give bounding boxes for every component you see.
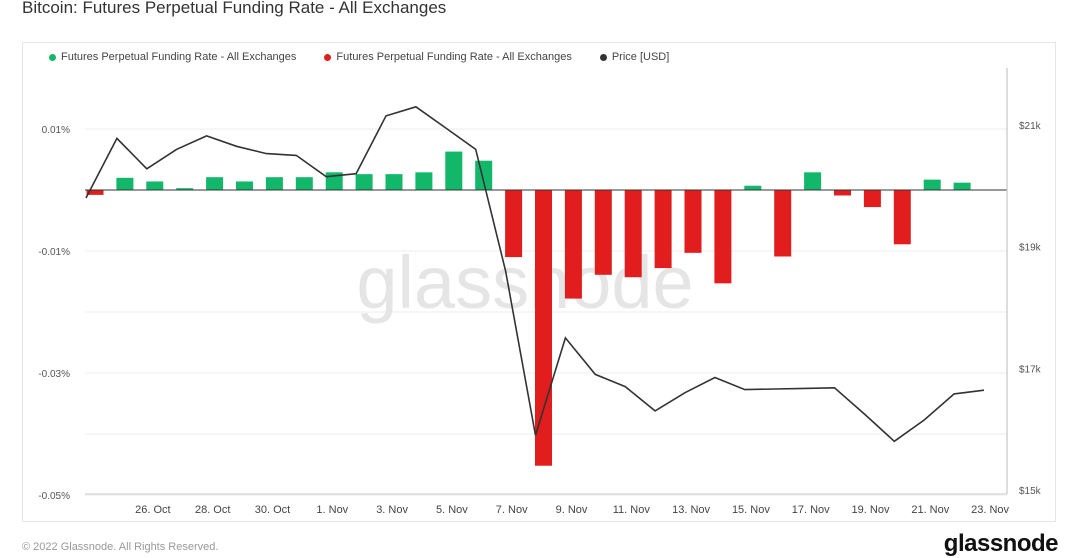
bar-positive [953, 182, 971, 190]
bar-negative [654, 190, 672, 269]
right-tick-label: $15k [1019, 486, 1042, 497]
x-tick-label: 3. Nov [376, 504, 408, 516]
bar-negative [86, 190, 104, 195]
x-tick-label: 28. Oct [195, 504, 230, 516]
left-tick-label: 0.01% [42, 125, 70, 136]
chart-legend: Futures Perpetual Funding Rate - All Exc… [49, 51, 669, 63]
x-tick-label: 23. Nov [971, 504, 1009, 516]
price-line [85, 105, 985, 443]
x-tick-label: 7. Nov [496, 504, 528, 516]
bar-negative [893, 190, 911, 245]
x-tick-label: 13. Nov [672, 504, 710, 516]
right-axis-ticks: $21k $19k $17k $15k [1019, 121, 1042, 497]
bar-positive [804, 172, 822, 190]
bar-positive [176, 188, 194, 190]
left-tick-label: -0.01% [38, 247, 70, 258]
bar-positive [923, 179, 941, 190]
legend-dot-red [324, 53, 332, 61]
x-tick-label: 21. Nov [911, 504, 949, 516]
bar-positive [475, 160, 493, 190]
legend-dot-black [599, 53, 607, 61]
bar-positive [265, 177, 283, 190]
legend-item-price[interactable]: Price [USD] [599, 51, 670, 63]
x-axis-ticks: 26. Oct 28. Oct 30. Oct 1. Nov 3. Nov 5. Nov 7… [135, 504, 1009, 516]
x-tick-label: 26. Oct [135, 504, 170, 516]
x-tick-label: 15. Nov [732, 504, 770, 516]
bar-negative [624, 190, 642, 278]
watermark: glassnode [356, 241, 693, 324]
bar-negative [834, 190, 851, 196]
left-axis-ticks: 0.01% -0.01% -0.03% -0.05% [38, 125, 70, 502]
legend-item-positive-funding[interactable]: Futures Perpetual Funding Rate - All Exc… [49, 51, 296, 63]
legend-label: Futures Perpetual Funding Rate - All Exc… [336, 51, 572, 63]
bar-positive [236, 181, 253, 190]
left-tick-label: -0.05% [38, 491, 70, 502]
x-tick-label: 30. Oct [255, 504, 290, 516]
legend-label: Futures Perpetual Funding Rate - All Exc… [61, 51, 297, 63]
legend-item-negative-funding[interactable]: Futures Perpetual Funding Rate - All Exc… [324, 51, 572, 63]
bar-negative [535, 190, 552, 466]
bar-negative [564, 190, 582, 299]
bar-negative [774, 190, 792, 257]
x-tick-label: 5. Nov [436, 504, 468, 516]
bar-positive [415, 172, 433, 190]
bar-negative [505, 190, 523, 258]
bar-negative [594, 190, 612, 275]
legend-dot-green [49, 53, 56, 61]
x-tick-label: 9. Nov [556, 504, 588, 516]
bar-positive [146, 181, 164, 190]
bar-positive [744, 185, 762, 190]
chart-panel [22, 42, 1056, 522]
x-tick-label: 11. Nov [613, 504, 651, 516]
left-tick-label: -0.03% [38, 369, 70, 380]
right-tick-label: $19k [1019, 243, 1042, 254]
x-tick-label: 1. Nov [316, 504, 348, 516]
bar-positive [116, 177, 134, 190]
x-tick-label: 17. Nov [792, 504, 830, 516]
brand-logo: glassnode [943, 530, 1059, 557]
bar-positive [206, 177, 224, 190]
bar-positive [295, 177, 313, 190]
bar-positive [445, 151, 463, 190]
x-tick-label: 19. Nov [852, 504, 890, 516]
bar-negative [714, 190, 732, 284]
right-tick-label: $17k [1019, 364, 1042, 375]
bar-positive [355, 174, 373, 190]
right-tick-label: $21k [1019, 121, 1042, 132]
bar-negative [863, 190, 881, 208]
bar-positive [385, 174, 403, 190]
bar-negative [684, 190, 702, 253]
copyright-footer: © 2022 Glassnode. All Rights Reserved. [22, 541, 219, 553]
page-title: Bitcoin: Futures Perpetual Funding Rate … [22, 0, 447, 17]
legend-label: Price [USD] [611, 51, 670, 63]
